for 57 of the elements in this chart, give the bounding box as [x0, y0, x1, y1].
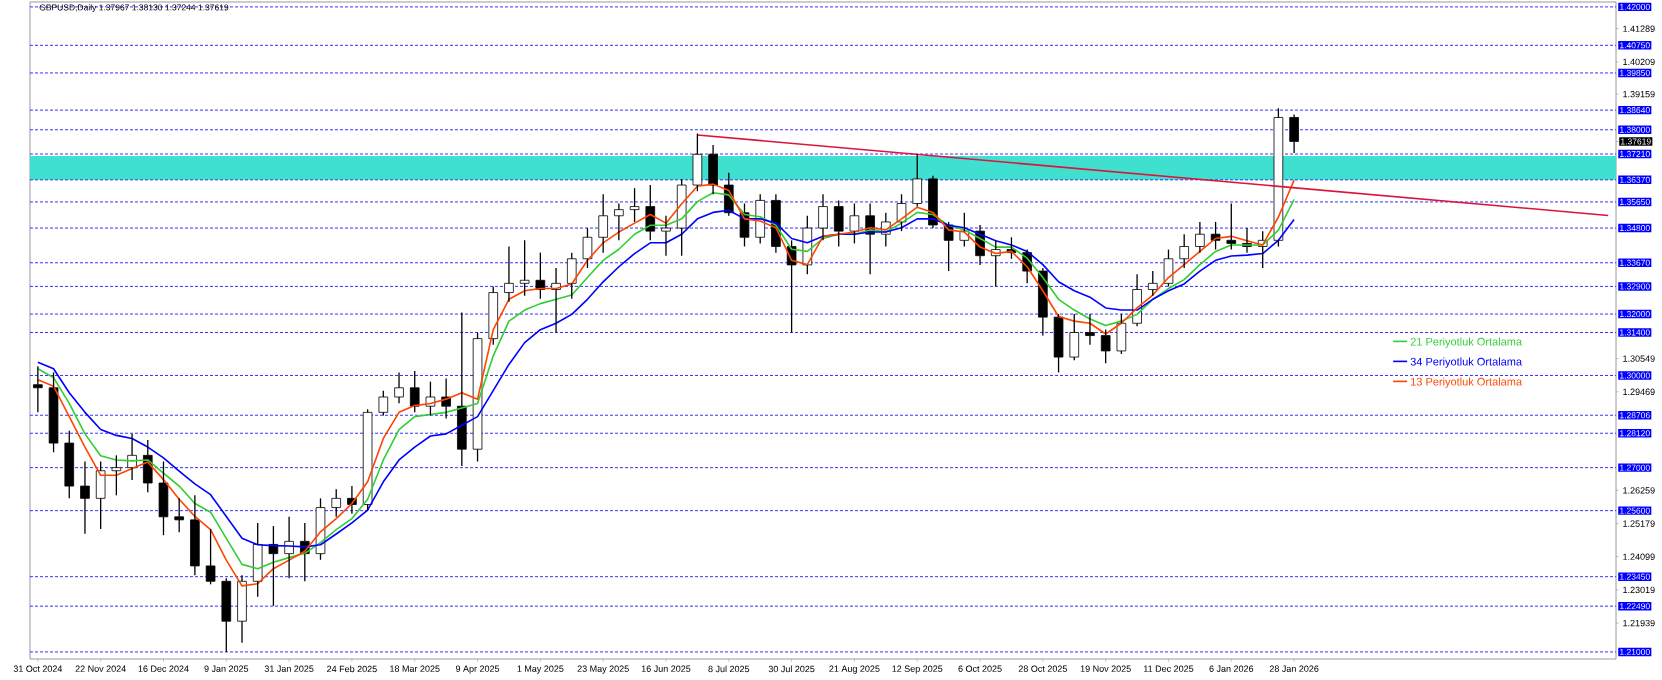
x-tick-label: 30 Jul 2025	[768, 665, 815, 673]
ref-line-label: 1.30000	[1620, 372, 1650, 379]
legend-label: 34 Periyotluk Ortalama	[1410, 357, 1523, 368]
x-tick-label: 8 Jul 2025	[708, 665, 750, 673]
ref-line-label: 1.39850	[1620, 69, 1650, 76]
y-tick-label: 1.23019	[1623, 586, 1655, 594]
ref-line-label: 1.42000	[1620, 3, 1650, 10]
legend-label: 21 Periyotluk Ortalama	[1410, 337, 1523, 348]
x-tick-label: 21 Aug 2025	[829, 665, 880, 674]
x-tick-label: 12 Sep 2025	[892, 665, 943, 674]
y-tick-label: 1.37619	[1621, 138, 1651, 145]
ref-line-label: 1.32900	[1620, 283, 1650, 290]
y-tick-label: 1.25179	[1623, 520, 1655, 527]
x-tick-label: 6 Jan 2026	[1209, 665, 1254, 672]
ref-line-label: 1.38000	[1620, 126, 1650, 133]
x-tick-label: 19 Nov 2025	[1080, 665, 1131, 672]
x-tick-label: 9 Jan 2025	[204, 665, 249, 672]
x-tick-label: 6 Oct 2025	[958, 665, 1002, 672]
y-tick-label: 1.21939	[1623, 619, 1655, 627]
x-tick-label: 16 Jun 2025	[641, 665, 691, 672]
x-tick-label: 22 Nov 2024	[75, 665, 126, 672]
y-tick-label: 1.41289	[1623, 25, 1655, 32]
x-tick-label: 31 Oct 2024	[13, 665, 63, 672]
x-tick-label: 23 May 2025	[577, 665, 629, 674]
x-tick-label: 1 May 2025	[517, 665, 564, 674]
ref-line-label: 1.23450	[1620, 573, 1650, 580]
ref-line-label: 1.35650	[1620, 198, 1650, 205]
x-tick-label: 18 Mar 2025	[390, 665, 440, 672]
x-tick-label: 9 Apr 2025	[455, 665, 500, 674]
ref-line-label: 1.28706	[1620, 412, 1650, 419]
ref-line-label: 1.25600	[1620, 507, 1650, 514]
x-tick-label: 24 Feb 2025	[327, 665, 377, 673]
ref-line-label: 1.37210	[1620, 151, 1650, 158]
ref-line-label: 1.21000	[1620, 648, 1650, 655]
y-tick-label: 1.26259	[1623, 487, 1655, 494]
y-tick-label: 1.30549	[1623, 355, 1655, 362]
y-tick-label: 1.40209	[1623, 58, 1655, 66]
x-tick-label: 16 Dec 2024	[138, 665, 189, 672]
y-tick-label: 1.29469	[1623, 388, 1655, 395]
ref-line-label: 1.32000	[1620, 311, 1650, 318]
ref-line-label: 1.38640	[1620, 107, 1650, 114]
y-tick-label: 1.39159	[1623, 90, 1655, 98]
legend-label: 13 Periyotluk Ortalama	[1411, 377, 1523, 388]
ref-line-label: 1.22490	[1620, 603, 1650, 610]
chart-title: GBPUSD,Daily 1.37967 1.38130 1.37244 1.37619	[39, 4, 229, 13]
ref-line-label: 1.33670	[1620, 259, 1650, 266]
y-tick-label: 1.24099	[1623, 553, 1655, 560]
x-tick-label: 11 Dec 2025	[1143, 665, 1194, 672]
x-tick-label: 31 Jan 2025	[264, 665, 314, 672]
ref-line-label: 1.27000	[1620, 464, 1650, 471]
ref-line-label: 1.28120	[1620, 430, 1650, 437]
ref-line-label: 1.31400	[1620, 329, 1650, 336]
x-tick-label: 28 Jan 2026	[1269, 665, 1319, 672]
ref-line-label: 1.34800	[1620, 225, 1650, 232]
ref-line-label: 1.40750	[1620, 42, 1650, 49]
ref-line-label: 1.36370	[1620, 176, 1650, 183]
x-tick-label: 28 Oct 2025	[1018, 665, 1067, 672]
